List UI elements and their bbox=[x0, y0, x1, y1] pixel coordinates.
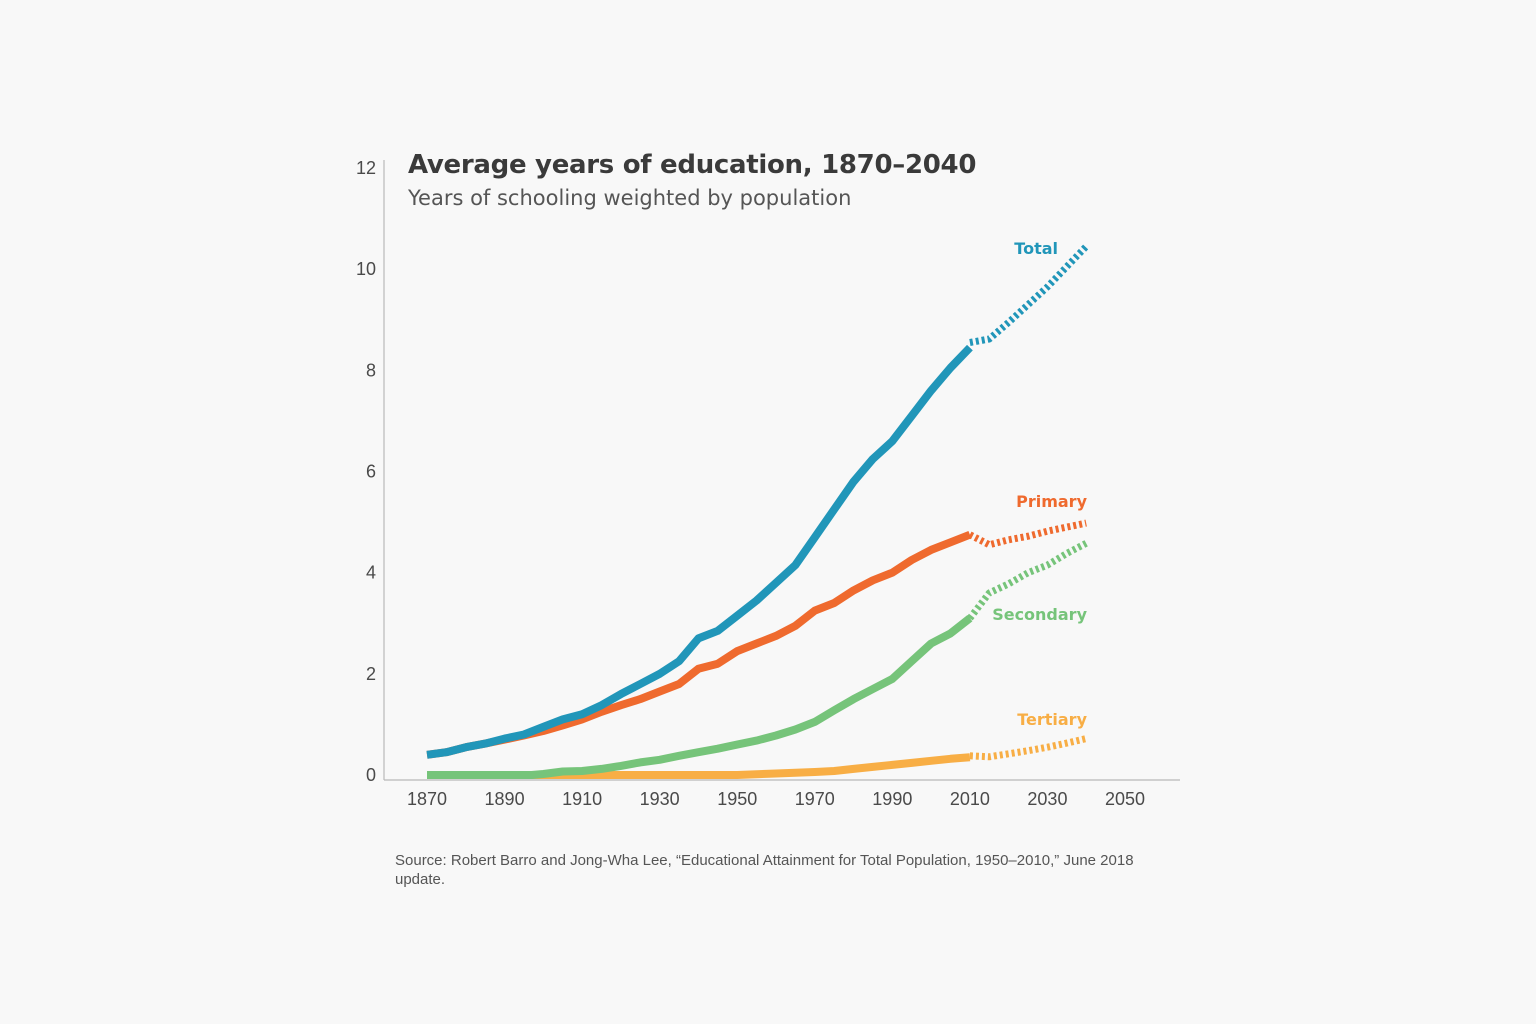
y-tick-label: 4 bbox=[366, 563, 376, 583]
primary-series-label: Primary bbox=[1016, 492, 1087, 511]
y-tick-label: 2 bbox=[366, 664, 376, 684]
y-axis-ticks: 0 2 4 6 8 10 12 bbox=[356, 158, 376, 785]
x-tick-label: 1870 bbox=[407, 789, 447, 809]
tertiary-series-line bbox=[427, 753, 971, 779]
y-tick-label: 8 bbox=[366, 360, 376, 380]
y-tick-label: 12 bbox=[356, 158, 376, 178]
total-series-label: Total bbox=[1014, 239, 1058, 258]
x-tick-label: 2030 bbox=[1027, 789, 1067, 809]
y-tick-label: 6 bbox=[366, 462, 376, 482]
x-tick-label: 1890 bbox=[485, 789, 525, 809]
tertiary-series-label: Tertiary bbox=[1017, 710, 1087, 729]
total-projection-line bbox=[969, 243, 1089, 346]
x-tick-label: 1910 bbox=[562, 789, 602, 809]
x-tick-label: 1970 bbox=[795, 789, 835, 809]
x-tick-label: 1990 bbox=[872, 789, 912, 809]
primary-series-line bbox=[426, 530, 972, 759]
x-axis-ticks: 1870 1890 1910 1930 1950 1970 1990 2010 2030 2050 bbox=[407, 789, 1145, 809]
chart-title: Average years of education, 1870–2040 bbox=[408, 150, 977, 180]
y-tick-label: 0 bbox=[366, 765, 376, 785]
y-tick-label: 10 bbox=[356, 259, 376, 279]
secondary-projection-line bbox=[967, 540, 1088, 621]
secondary-series-label: Secondary bbox=[992, 605, 1087, 624]
chart-subtitle: Years of schooling weighted by populatio… bbox=[408, 186, 852, 210]
total-series-line bbox=[426, 344, 973, 759]
primary-projection-line bbox=[968, 519, 1087, 549]
secondary-series-line bbox=[427, 615, 973, 779]
tertiary-projection-line bbox=[969, 735, 1087, 761]
x-tick-label: 1930 bbox=[640, 789, 680, 809]
x-tick-label: 2050 bbox=[1105, 789, 1145, 809]
x-tick-label: 2010 bbox=[950, 789, 990, 809]
source-note: Source: Robert Barro and Jong-Wha Lee, “… bbox=[395, 852, 1134, 888]
series-lines bbox=[426, 243, 1089, 779]
series-labels: Total Primary Secondary Tertiary bbox=[992, 239, 1087, 729]
x-tick-label: 1950 bbox=[717, 789, 757, 809]
